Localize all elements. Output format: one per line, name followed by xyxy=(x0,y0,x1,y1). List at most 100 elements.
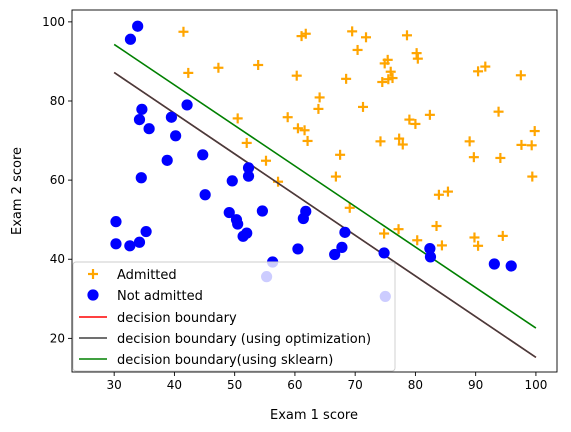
admitted-point xyxy=(412,53,423,64)
not-admitted-point xyxy=(133,113,146,126)
admitted-point xyxy=(341,73,352,84)
admitted-point xyxy=(213,62,224,73)
not-admitted-point xyxy=(256,205,268,217)
not-admitted-point xyxy=(110,216,122,228)
not-admitted-point xyxy=(124,240,136,252)
admitted-point xyxy=(382,54,393,65)
admitted-point xyxy=(344,202,355,213)
legend: Admitted Not admitted decision boundary … xyxy=(72,261,396,372)
not-admitted-point xyxy=(242,170,255,182)
not-admitted-point xyxy=(292,243,304,255)
not-admitted-point xyxy=(424,242,436,255)
admitted-point xyxy=(412,235,423,246)
not-admitted-point xyxy=(223,206,235,219)
admitted-point xyxy=(401,30,412,41)
y-axis-label: Exam 2 score xyxy=(10,147,25,235)
y-tick-label: 40 xyxy=(50,252,65,266)
not-admitted-point xyxy=(135,172,147,184)
admitted-point xyxy=(299,125,310,136)
admitted-point xyxy=(352,44,363,55)
boundary-line-3 xyxy=(113,43,537,329)
admitted-point xyxy=(385,66,396,77)
y-tick-label: 80 xyxy=(50,94,65,108)
not-admitted-point xyxy=(241,227,253,239)
not-admitted-point xyxy=(143,123,155,135)
admitted-point xyxy=(480,61,491,72)
admitted-point xyxy=(397,139,408,150)
x-axis-label: Exam 1 score xyxy=(270,408,358,423)
not-admitted-point xyxy=(199,189,211,201)
not-admitted-point xyxy=(336,241,348,253)
not-admitted-point xyxy=(226,175,238,187)
admitted-point xyxy=(183,67,194,78)
not-admitted-point xyxy=(140,225,152,238)
admitted-point xyxy=(347,26,358,37)
admitted-point xyxy=(300,28,311,39)
x-tick-label: 40 xyxy=(167,378,182,392)
admitted-point xyxy=(241,137,252,148)
admitted-point xyxy=(493,106,504,117)
not-admitted-point xyxy=(161,154,173,166)
admitted-point xyxy=(424,109,435,120)
admitted-point xyxy=(411,48,422,59)
not-admitted-point xyxy=(505,260,517,272)
admitted-point xyxy=(291,70,302,81)
not-admitted-point xyxy=(300,205,312,217)
admitted-point xyxy=(410,118,421,129)
admitted-point xyxy=(515,70,526,81)
x-tick-label: 100 xyxy=(524,378,547,392)
admitted-point xyxy=(377,77,388,88)
admitted-point xyxy=(529,126,540,137)
not-admitted-point xyxy=(181,99,193,111)
legend-circle-mark xyxy=(87,289,99,301)
admitted-point xyxy=(358,101,368,112)
admitted-point xyxy=(232,113,243,124)
admitted-point xyxy=(495,152,506,163)
admitted-point xyxy=(335,149,346,160)
admitted-point xyxy=(469,232,480,243)
not-admitted-point xyxy=(424,251,437,263)
not-admitted-point xyxy=(329,248,341,261)
admitted-point xyxy=(526,140,537,151)
legend-not-admitted-marker xyxy=(87,289,99,301)
x-tick-label: 50 xyxy=(227,378,242,392)
not-admitted-point xyxy=(124,33,137,45)
y-tick-label: 20 xyxy=(50,331,65,345)
legend-box xyxy=(72,261,396,372)
y-tick-label: 60 xyxy=(50,173,65,187)
admitted-point xyxy=(292,123,303,134)
legend-admitted-label: Admitted xyxy=(117,268,177,283)
admitted-point xyxy=(527,171,538,182)
admitted-point xyxy=(375,136,386,147)
not-admitted-point xyxy=(133,236,146,248)
x-tick-label: 60 xyxy=(287,378,302,392)
admitted-point xyxy=(387,73,398,84)
plot-frame xyxy=(71,9,558,373)
admitted-point xyxy=(178,26,189,37)
legend-plus-mark xyxy=(88,269,98,279)
admitted-point xyxy=(379,228,390,239)
admitted-point xyxy=(436,240,447,251)
admitted-point xyxy=(261,155,271,166)
not-admitted-point xyxy=(110,238,122,250)
not-admitted-point xyxy=(378,247,390,259)
admitted-point xyxy=(302,135,313,146)
y-tick-label: 100 xyxy=(42,15,65,29)
boundary-line-2 xyxy=(113,71,537,359)
admitted-point xyxy=(516,139,527,150)
not-admitted-point xyxy=(165,111,178,123)
admitted-point xyxy=(282,112,293,123)
admitted-point xyxy=(464,136,475,147)
admitted-point xyxy=(330,171,341,182)
admitted-point xyxy=(497,230,508,241)
x-tick-label: 80 xyxy=(408,378,423,392)
x-tick-label: 90 xyxy=(468,378,483,392)
x-tick-label: 70 xyxy=(348,378,363,392)
admitted-point xyxy=(253,59,264,70)
admitted-point xyxy=(393,224,404,235)
not-admitted-point xyxy=(232,218,244,230)
admitted-point xyxy=(404,114,415,125)
admitted-point xyxy=(442,186,453,197)
not-admitted-point xyxy=(242,162,255,174)
